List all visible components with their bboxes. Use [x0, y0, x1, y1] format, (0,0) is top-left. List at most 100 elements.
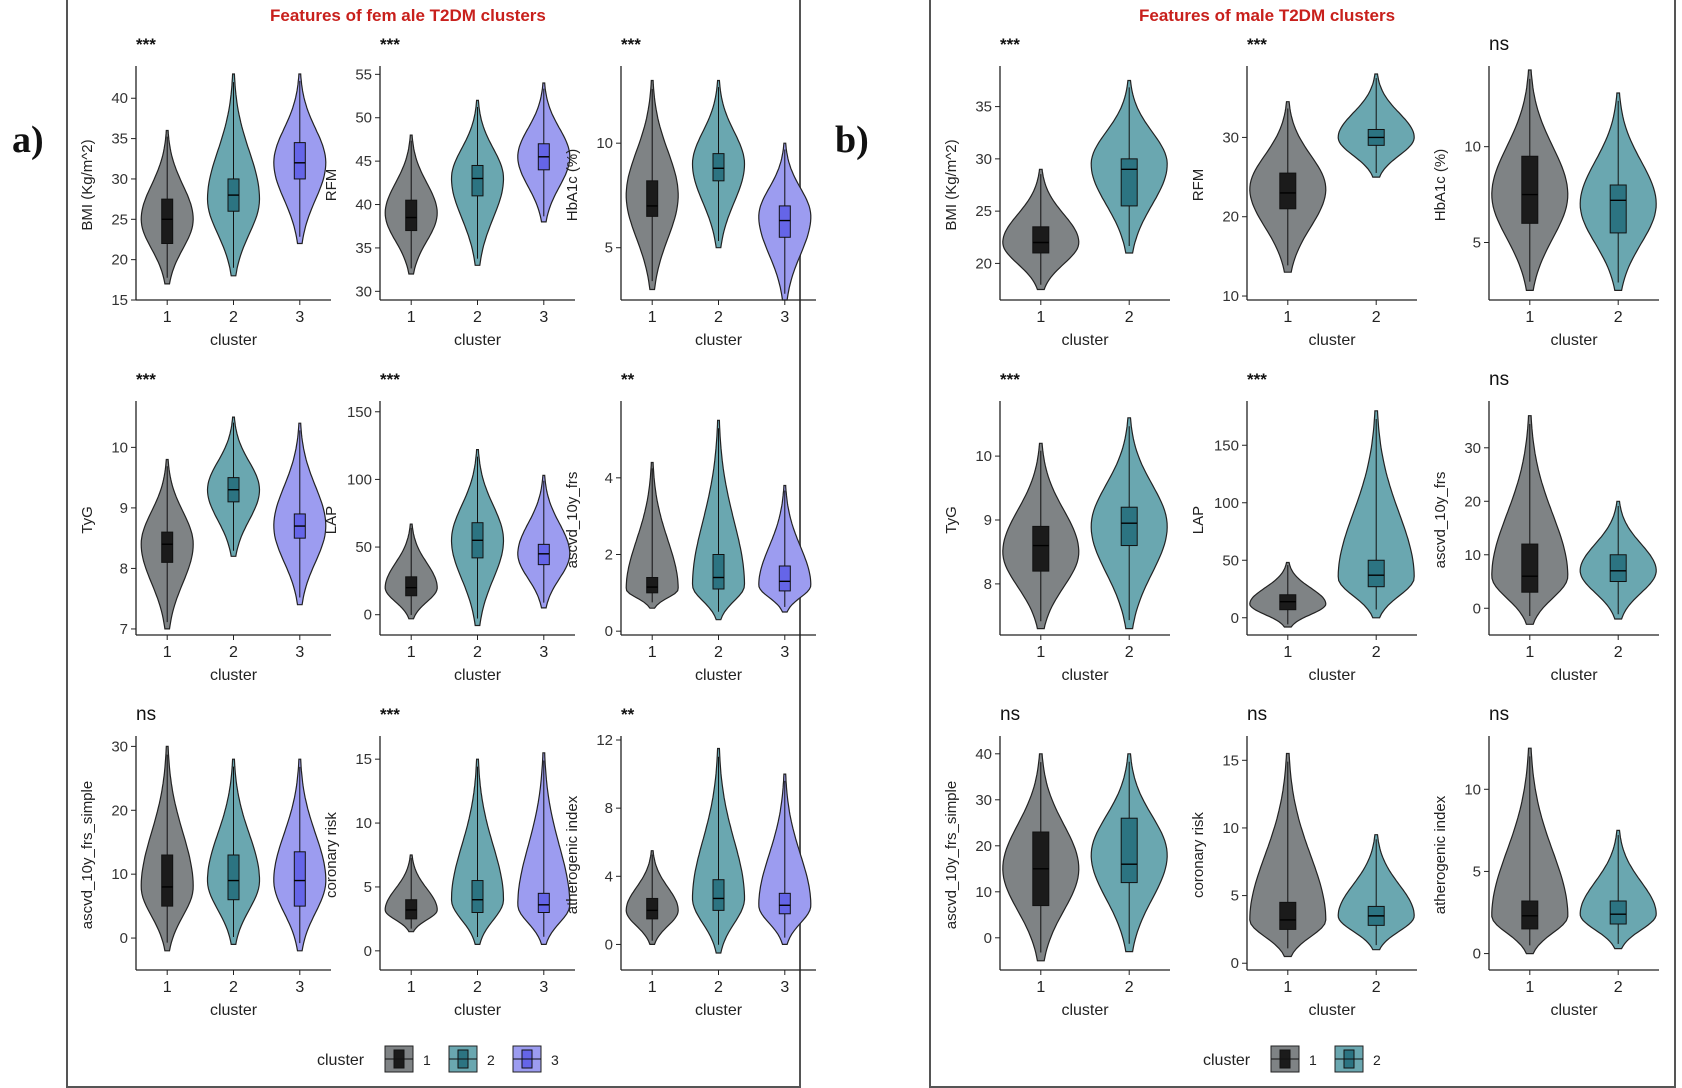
box-iqr [405, 199, 418, 232]
x-tick-label: 2 [714, 979, 723, 996]
x-tick-label: 3 [539, 979, 548, 996]
legend-female: cluster 1 2 3 [317, 1045, 559, 1073]
significance-label: *** [380, 705, 400, 724]
x-tick-label: 2 [229, 309, 238, 326]
x-tick-label: 1 [1036, 309, 1045, 326]
y-tick-label: 25 [111, 211, 128, 228]
male-panel-title: Features of male T2DM clusters [1139, 6, 1396, 25]
y-tick-label: 10 [596, 135, 613, 152]
y-tick-label: 0 [984, 930, 992, 947]
box-iqr [778, 205, 791, 238]
x-tick-label: 3 [780, 644, 789, 661]
box-iqr [712, 879, 725, 911]
y-tick-label: 30 [111, 738, 128, 755]
x-tick-label: 2 [229, 979, 238, 996]
box-iqr [1521, 900, 1539, 930]
box-iqr [161, 198, 174, 245]
x-tick-label: 1 [163, 644, 172, 661]
x-tick-label: 2 [1614, 309, 1623, 326]
violin-panel: 0 5 10 15 1 2 3 cluster coronary risk *** [323, 705, 575, 1019]
y-tick-label: 0 [1473, 946, 1481, 963]
y-tick-label: 5 [364, 879, 372, 896]
y-tick-label: 8 [605, 800, 613, 817]
y-tick-label: 40 [111, 90, 128, 107]
significance-label: *** [136, 35, 156, 54]
y-tick-label: 0 [605, 623, 613, 640]
x-tick-label: 1 [1283, 979, 1292, 996]
x-tick-label: 2 [473, 309, 482, 326]
legend-label: 3 [551, 1052, 559, 1068]
box-iqr [646, 577, 659, 594]
y-axis-label: BMI (Kg/m^2) [943, 139, 960, 230]
violin-panel: 10 20 30 1 2 cluster RFM *** [1190, 35, 1417, 349]
y-tick-label: 5 [605, 240, 613, 257]
x-axis-label: cluster [1308, 332, 1356, 349]
y-tick-label: 35 [111, 131, 128, 148]
violin-panel: 0 5 10 1 2 cluster atherogenic index ns [1432, 704, 1659, 1019]
significance-label: ns [1000, 704, 1020, 725]
significance-label: *** [380, 370, 400, 389]
box-iqr [293, 142, 306, 180]
violin-panel: 0 10 20 30 40 1 2 cluster ascvd_10y_frs_simple ns [943, 704, 1170, 1019]
x-tick-label: 1 [163, 309, 172, 326]
y-tick-label: 10 [111, 866, 128, 883]
x-tick-label: 2 [1372, 309, 1381, 326]
x-axis-label: cluster [1308, 1002, 1356, 1019]
panel-letter-a: a) [12, 119, 44, 161]
y-axis-label: LAP [1190, 506, 1207, 534]
x-tick-label: 1 [163, 979, 172, 996]
y-axis-label: RFM [323, 169, 340, 202]
x-axis-label: cluster [1061, 667, 1109, 684]
y-axis-label: HbA1c (%) [1432, 149, 1449, 222]
y-tick-label: 0 [1231, 610, 1239, 627]
x-tick-label: 1 [1525, 644, 1534, 661]
y-tick-label: 10 [355, 815, 372, 832]
y-axis-label: atherogenic index [1432, 795, 1449, 914]
y-axis-label: ascvd_10y_frs [564, 472, 581, 569]
legend-label: 1 [423, 1052, 431, 1068]
significance-label: *** [1247, 370, 1267, 389]
y-tick-label: 0 [120, 930, 128, 947]
legend-label: 2 [487, 1052, 495, 1068]
x-tick-label: 3 [780, 979, 789, 996]
y-tick-label: 10 [1464, 781, 1481, 798]
box-iqr [1032, 525, 1050, 572]
y-axis-label: atherogenic index [564, 795, 581, 914]
y-tick-label: 12 [596, 732, 613, 749]
significance-label: *** [136, 370, 156, 389]
significance-label: ** [621, 370, 635, 389]
violin-panel: 15 20 25 30 35 40 1 2 3 cluster BMI (Kg/m^2) *** [79, 35, 331, 349]
legend-label: 1 [1309, 1052, 1317, 1068]
box-iqr [1367, 559, 1385, 588]
x-tick-label: 3 [295, 979, 304, 996]
y-axis-label: BMI (Kg/m^2) [79, 139, 96, 230]
x-tick-label: 1 [648, 309, 657, 326]
y-tick-label: 20 [975, 255, 992, 272]
y-tick-label: 55 [355, 66, 372, 83]
x-tick-label: 2 [714, 644, 723, 661]
violin-panel: 20 25 30 35 1 2 cluster BMI (Kg/m^2) *** [943, 35, 1170, 349]
significance-label: *** [1000, 35, 1020, 54]
legend-male: cluster 1 2 [1203, 1045, 1381, 1073]
x-tick-label: 3 [295, 309, 304, 326]
x-axis-label: cluster [1061, 1002, 1109, 1019]
violin-panel: 0 10 20 30 1 2 3 cluster ascvd_10y_frs_simple ns [79, 704, 331, 1019]
y-tick-label: 50 [1222, 552, 1239, 569]
y-tick-label: 5 [1473, 863, 1481, 880]
x-tick-label: 1 [648, 979, 657, 996]
x-tick-label: 3 [539, 644, 548, 661]
box-iqr [1120, 817, 1138, 884]
box-iqr [227, 854, 240, 901]
y-tick-label: 25 [975, 203, 992, 220]
significance-label: *** [380, 35, 400, 54]
box-iqr [161, 854, 174, 907]
y-tick-label: 20 [111, 802, 128, 819]
box-iqr [1609, 554, 1627, 583]
y-tick-label: 10 [1464, 547, 1481, 564]
x-tick-label: 3 [539, 309, 548, 326]
y-axis-label: coronary risk [1190, 812, 1207, 898]
x-tick-label: 2 [473, 979, 482, 996]
box-iqr [1279, 901, 1297, 930]
panel-letter-b: b) [835, 119, 869, 161]
y-axis-label: ascvd_10y_frs_simple [943, 781, 960, 929]
